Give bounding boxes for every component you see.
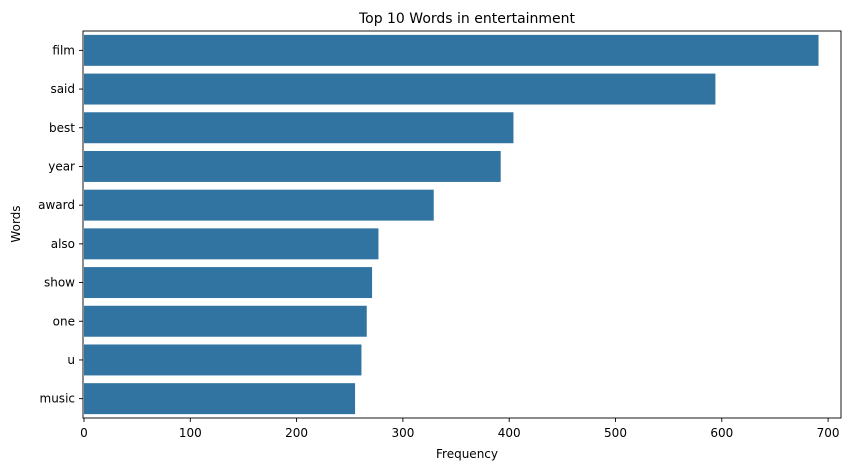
bar-show xyxy=(84,267,373,299)
bar-also xyxy=(84,228,379,260)
bar-best xyxy=(84,112,514,144)
y-tick-label: music xyxy=(40,392,75,406)
x-tick-label: 300 xyxy=(391,426,414,440)
bar-one xyxy=(84,305,367,337)
y-tick-label: one xyxy=(53,314,75,328)
x-tick-label: 500 xyxy=(604,426,627,440)
y-tick-label: best xyxy=(49,121,75,135)
plot-frame xyxy=(82,30,842,419)
x-axis-ticks: 0 100 200 300 400 500 600 700 xyxy=(80,418,840,440)
x-tick-label: 600 xyxy=(710,426,733,440)
y-tick-label: show xyxy=(44,276,75,290)
y-tick-label: u xyxy=(67,353,75,367)
bar-music xyxy=(84,383,356,415)
x-tick-label: 400 xyxy=(498,426,521,440)
x-axis-label: Frequency xyxy=(436,447,498,461)
y-tick-label: year xyxy=(48,159,75,173)
bar-award xyxy=(84,189,434,221)
bar-film xyxy=(84,34,819,66)
x-tick-label: 0 xyxy=(80,426,88,440)
bar-year xyxy=(84,150,501,182)
y-tick-label: film xyxy=(52,43,75,57)
x-tick-label: 100 xyxy=(179,426,202,440)
x-tick-label: 200 xyxy=(285,426,308,440)
y-axis-label: Words xyxy=(9,205,23,242)
y-axis-ticks: film said best year award also show one u music xyxy=(38,43,83,406)
chart-title: Top 10 Words in entertainment xyxy=(358,11,576,27)
y-tick-label: said xyxy=(50,82,75,96)
y-tick-label: award xyxy=(38,198,75,212)
bar-said xyxy=(84,73,716,105)
y-tick-label: also xyxy=(51,237,75,251)
bars-layer xyxy=(84,34,819,415)
x-tick-label: 700 xyxy=(817,426,840,440)
bar-u xyxy=(84,344,362,376)
